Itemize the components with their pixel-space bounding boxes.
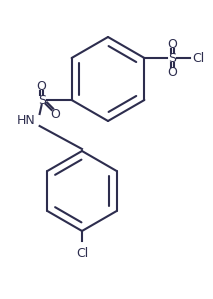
Text: HN: HN [17, 114, 36, 126]
Text: Cl: Cl [76, 247, 88, 260]
Text: O: O [37, 80, 47, 92]
Text: Cl: Cl [192, 51, 205, 65]
Text: O: O [167, 65, 177, 79]
Text: S: S [168, 51, 176, 65]
Text: O: O [167, 37, 177, 51]
Text: O: O [51, 108, 60, 120]
Text: S: S [38, 94, 46, 106]
